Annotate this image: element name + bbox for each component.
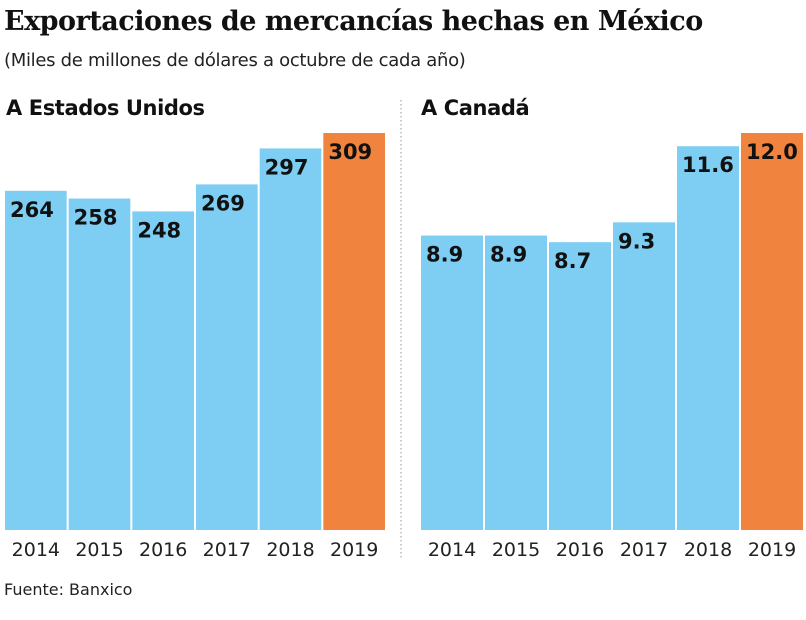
data-label-2016: 8.7 [554, 249, 591, 273]
bar-2019 [741, 133, 803, 530]
x-tick-label-2019: 2019 [748, 539, 796, 561]
data-label-2016: 248 [137, 218, 181, 242]
bar-2015 [68, 198, 131, 530]
data-label-2015: 258 [74, 206, 118, 230]
x-tick-label-2016: 2016 [556, 539, 604, 561]
x-tick-label-2017: 2017 [620, 539, 668, 561]
data-label-2019: 12.0 [746, 140, 798, 164]
bar-2016 [132, 211, 194, 530]
x-tick-label-2018: 2018 [684, 539, 732, 561]
x-tick-label-2017: 2017 [203, 539, 251, 561]
x-tick-label-2016: 2016 [139, 539, 187, 561]
x-tick-label-2014: 2014 [12, 539, 60, 561]
data-label-2018: 297 [265, 155, 309, 179]
data-label-2017: 269 [201, 191, 245, 215]
data-label-2014: 8.9 [426, 243, 463, 267]
data-label-2015: 8.9 [490, 243, 527, 267]
data-label-2014: 264 [10, 198, 54, 222]
bar-2019 [323, 133, 385, 530]
bar-2018 [677, 146, 739, 530]
x-tick-label-2015: 2015 [75, 539, 123, 561]
x-tick-label-2018: 2018 [266, 539, 314, 561]
data-label-2017: 9.3 [618, 229, 655, 253]
bar-2018 [259, 148, 322, 530]
x-tick-label-2014: 2014 [428, 539, 476, 561]
bar-2014 [5, 190, 67, 530]
x-tick-label-2015: 2015 [492, 539, 540, 561]
bar-2017 [196, 184, 258, 530]
bar-2016 [549, 242, 611, 531]
chart-title: Exportaciones de mercancías hechas en Mé… [4, 6, 703, 37]
bar-2014 [421, 235, 483, 530]
data-label-2018: 11.6 [682, 153, 734, 177]
panel-title-canada: A Canadá [421, 96, 530, 120]
bar-2017 [613, 222, 675, 530]
bar-2015 [485, 235, 547, 530]
chart-subtitle: (Miles de millones de dólares a octubre … [4, 50, 466, 71]
panel-title-us: A Estados Unidos [6, 96, 205, 120]
source-note: Fuente: Banxico [4, 580, 133, 599]
x-tick-label-2019: 2019 [330, 539, 378, 561]
data-label-2019: 309 [328, 140, 372, 164]
